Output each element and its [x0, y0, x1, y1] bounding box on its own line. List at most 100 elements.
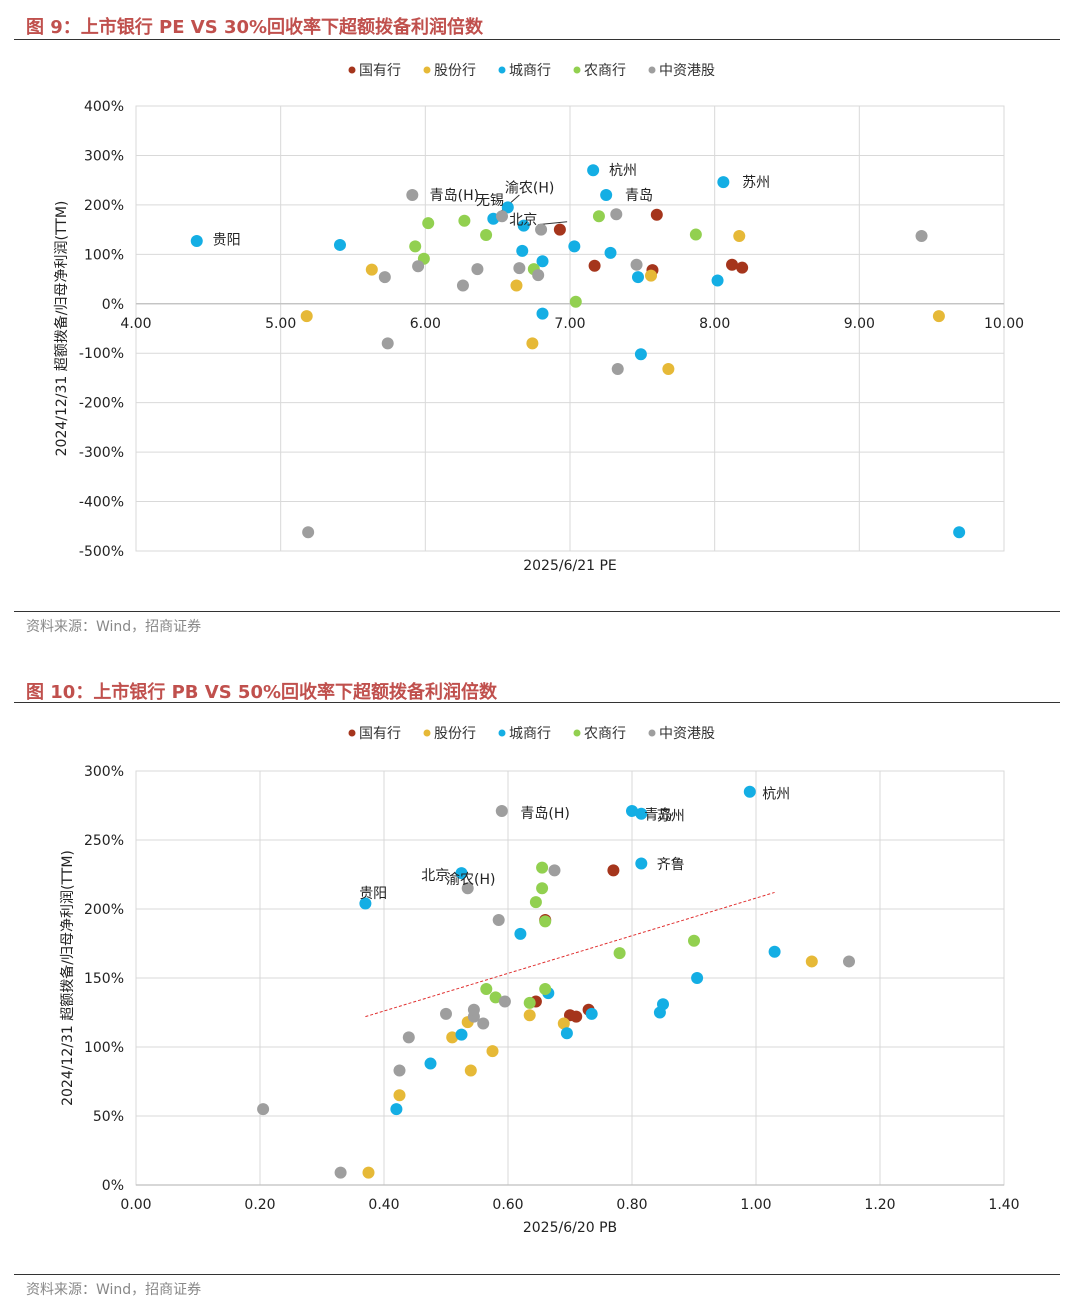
- f10-point: [514, 927, 527, 940]
- figure-10-chart: 国有行 股份行 城商行 农商行 中资港股 0.00 0.20 0.40 0.60 0.80 1.00…: [59, 726, 1020, 1236]
- f10-point: [768, 945, 781, 958]
- f9-y-tick-label: 0%: [102, 297, 124, 313]
- f10-point: [585, 1007, 598, 1020]
- f9-point: [588, 259, 601, 272]
- f10-point-label: 渝农(H): [446, 872, 495, 888]
- f10-point: [536, 861, 549, 874]
- f10-x-tick-label: 0.60: [492, 1197, 523, 1213]
- f9-point: [501, 201, 514, 214]
- f9-x-tick-label: 10.00: [984, 316, 1024, 332]
- figure-10-title: 图 10：上市银行 PB VS 50%回收率下超额拨备利润倍数: [26, 682, 498, 703]
- f9-y-tick-label: -100%: [79, 346, 124, 362]
- f10-legend-marker: [423, 729, 431, 737]
- f9-point: [471, 263, 484, 276]
- f10-point: [424, 1057, 437, 1070]
- f9-y-tick-label: -300%: [79, 445, 124, 461]
- f10-point: [446, 1031, 459, 1044]
- f9-legend-marker: [498, 66, 506, 74]
- f10-x-tick-label: 0.00: [120, 1197, 151, 1213]
- f10-point: [486, 1045, 499, 1058]
- f9-point: [480, 229, 493, 242]
- f9-legend-label: 城商行: [509, 63, 551, 79]
- f9-y-tick-label: 400%: [84, 99, 124, 115]
- f9-point: [592, 210, 605, 223]
- f9-point: [458, 214, 471, 227]
- f9-point-label: 青岛: [625, 188, 653, 204]
- f10-y-tick-label: 100%: [84, 1040, 124, 1056]
- f10-point: [536, 882, 549, 895]
- f9-legend-marker: [573, 66, 581, 74]
- f10-y-tick-label: 300%: [84, 764, 124, 780]
- f10-point: [805, 955, 818, 968]
- f10-legend-marker: [348, 729, 356, 737]
- f9-point: [717, 176, 730, 189]
- f10-x-tick-label: 1.00: [740, 1197, 771, 1213]
- f9-y-tick-label: 300%: [84, 148, 124, 164]
- f10-legend-label: 国有行: [359, 726, 401, 742]
- f10-point: [492, 914, 505, 927]
- f10-legend-marker: [648, 729, 656, 737]
- f9-point: [568, 240, 581, 253]
- f10-point: [548, 864, 561, 877]
- f10-point: [539, 983, 552, 996]
- f10-y-tick-label: 250%: [84, 833, 124, 849]
- f10-point: [489, 991, 502, 1004]
- f9-point: [517, 219, 530, 232]
- figure-9-top-rule: [14, 39, 1060, 40]
- f9-point-label: 贵阳: [213, 232, 241, 248]
- f9-point: [381, 337, 394, 350]
- f10-point: [455, 867, 468, 880]
- f10-point-label: 北京: [421, 868, 449, 884]
- f10-point: [523, 996, 536, 1009]
- f10-point: [843, 955, 855, 968]
- f10-point: [626, 805, 638, 818]
- f10-point: [635, 807, 648, 820]
- f10-legend-marker: [573, 729, 581, 737]
- f9-point: [953, 526, 966, 539]
- f10-point: [393, 1089, 406, 1102]
- f10-legend-label: 中资港股: [659, 726, 715, 742]
- f9-point: [536, 307, 549, 320]
- f10-point: [529, 896, 542, 909]
- f9-point-label: 渝农(H): [505, 181, 554, 197]
- f9-point: [711, 274, 724, 287]
- f9-point: [736, 261, 749, 274]
- f10-point: [464, 1064, 477, 1077]
- f10-point: [557, 1017, 570, 1030]
- f9-point: [536, 255, 549, 268]
- f9-point: [553, 223, 566, 236]
- f10-legend-label: 城商行: [509, 726, 551, 742]
- f9-y-tick-label: -200%: [79, 396, 124, 412]
- figure-9-chart: 国有行 股份行 城商行 农商行 中资港股 4.00 5.00 6.00 7.00 8.00 9.00…: [53, 63, 1024, 574]
- f9-x-tick-label: 7.00: [554, 316, 585, 332]
- f9-point: [587, 164, 600, 177]
- f10-point-label: 杭州: [762, 787, 790, 803]
- f10-y-axis-title: 2024/12/31 超额拨备/归母净利润(TTM): [59, 850, 76, 1106]
- f9-legend-label: 股份行: [434, 63, 476, 79]
- f9-point: [650, 208, 663, 221]
- f9-x-tick-label: 8.00: [699, 316, 730, 332]
- f10-point-label: 贵阳: [359, 886, 387, 902]
- figure-10-source: 资料来源：Wind，招商证券: [26, 1282, 202, 1298]
- f9-point-label: 杭州: [609, 163, 637, 179]
- f10-point: [461, 882, 474, 895]
- f10-y-tick-label: 0%: [102, 1178, 124, 1194]
- f9-point: [510, 279, 523, 292]
- f9-y-tick-label: -500%: [79, 544, 124, 560]
- f10-point: [359, 897, 372, 910]
- figure-9-bottom-rule: [14, 611, 1060, 612]
- f9-legend-label: 国有行: [359, 63, 401, 79]
- f10-point-label: 苏州: [657, 809, 685, 825]
- f9-legend-label: 中资港股: [659, 63, 715, 79]
- f9-point: [302, 526, 315, 539]
- f10-point: [691, 972, 704, 984]
- f9-point: [190, 234, 203, 247]
- f9-point: [300, 310, 313, 323]
- f10-point-label: 青岛: [644, 807, 672, 823]
- f10-point: [657, 998, 669, 1011]
- f10-x-axis-title: 2025/6/20 PB: [523, 1220, 617, 1236]
- f10-point: [455, 1028, 468, 1041]
- f10-x-tick-label: 1.20: [864, 1197, 895, 1213]
- f9-point: [365, 263, 378, 276]
- f9-point: [610, 208, 623, 221]
